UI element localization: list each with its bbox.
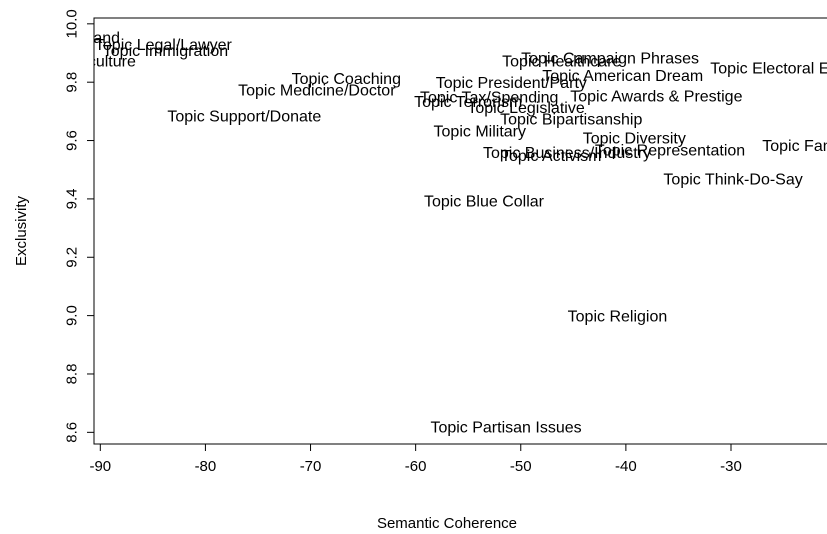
y-axis: 8.6 8.8 9.0 9.2 9.4 9.6 9.8 10.0: [64, 9, 94, 443]
point-label: Topic Diversity: [583, 131, 686, 148]
y-tick-label: 9.4: [64, 188, 81, 209]
point-label: Topic Blue Collar: [424, 193, 545, 210]
x-tick-label: -50: [510, 458, 532, 475]
y-tick-label: 8.8: [64, 364, 81, 385]
point-label: Topic Campaign Phrases: [521, 50, 699, 67]
point-label: Topic Think-Do-Say: [663, 171, 802, 188]
point-label: Topic American Dream: [542, 68, 703, 85]
point-label: Topic Partisan Issues: [430, 419, 581, 436]
x-tick-label: -60: [405, 458, 427, 475]
y-tick-label: 9.0: [64, 305, 81, 326]
point-label: Topic Healthcare: [502, 53, 621, 70]
point-label: Topic Military: [434, 123, 526, 140]
point-label: Topic Coaching: [292, 71, 401, 88]
point-label: Topic Legislative: [467, 100, 585, 117]
point-label: Topic Agriculture: [18, 53, 135, 70]
point-label: Topic Legal/Lawyer: [95, 37, 233, 54]
point-label: Topic Medicine/Doctor: [238, 82, 396, 99]
y-tick-label: 9.2: [64, 247, 81, 268]
y-tick-label: 9.6: [64, 130, 81, 151]
point-label: Topic Electoral Experience: [710, 61, 827, 78]
x-tick-label: -90: [89, 458, 111, 475]
y-tick-label: 9.8: [64, 72, 81, 93]
y-tick-label: 10.0: [64, 9, 81, 38]
point-label: Topic Terrorism: [414, 94, 522, 111]
point-label: Topic Immigration: [103, 43, 228, 60]
point-label: Topic President/Party: [436, 75, 587, 92]
point-label: Topic Tax/Spending: [420, 90, 558, 107]
plot-frame: [93, 17, 827, 445]
y-axis-title: Exclusivity: [13, 195, 30, 266]
point-label: Topic Religion: [568, 309, 668, 326]
x-tick-label: -30: [720, 458, 742, 475]
point-label: Topic Awards & Prestige: [570, 88, 742, 105]
x-axis-title: Semantic Coherence: [377, 515, 517, 532]
x-tick-label: -70: [300, 458, 322, 475]
point-label: Topic Nature/Land: [0, 30, 120, 47]
x-axis: -90 -80 -70 -60 -50 -40 -30: [89, 444, 742, 475]
y-tick-label: 8.6: [64, 422, 81, 443]
point-label: Topic Support/Donate: [167, 109, 321, 126]
x-tick-label: -40: [615, 458, 637, 475]
point-label: Topic Family/Education: [762, 138, 827, 155]
point-label: Topic Business/Industry: [483, 145, 651, 162]
point-label: Topic Representation: [595, 142, 745, 159]
point-label: Topic Activism: [501, 148, 601, 165]
point-label: Topic Bipartisanship: [500, 112, 642, 129]
x-tick-label: -80: [195, 458, 217, 475]
